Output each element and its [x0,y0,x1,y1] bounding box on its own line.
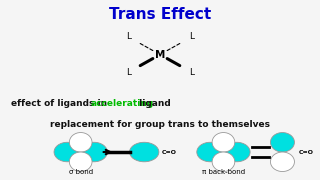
Text: L: L [126,32,131,41]
Text: accelerating: accelerating [91,99,154,108]
Ellipse shape [130,142,159,162]
Text: C=O: C=O [162,150,177,154]
Text: π back-bond: π back-bond [202,169,245,175]
Ellipse shape [69,152,92,172]
Ellipse shape [270,152,294,172]
Text: replacement for group trans to themselves: replacement for group trans to themselve… [50,120,270,129]
Ellipse shape [223,142,250,162]
Text: L: L [126,68,131,77]
Ellipse shape [212,132,235,152]
Text: C=O: C=O [299,150,313,154]
Text: L: L [189,68,194,77]
Ellipse shape [212,152,235,172]
Text: σ bond: σ bond [68,169,93,175]
Text: M: M [155,50,165,60]
Ellipse shape [69,132,92,152]
Ellipse shape [270,132,294,152]
Text: ligand: ligand [136,99,171,108]
Ellipse shape [81,142,107,162]
Text: Trans Effect: Trans Effect [109,7,211,22]
Ellipse shape [197,142,223,162]
Text: effect of ligands in: effect of ligands in [11,99,110,108]
Ellipse shape [54,142,81,162]
Text: L: L [189,32,194,41]
